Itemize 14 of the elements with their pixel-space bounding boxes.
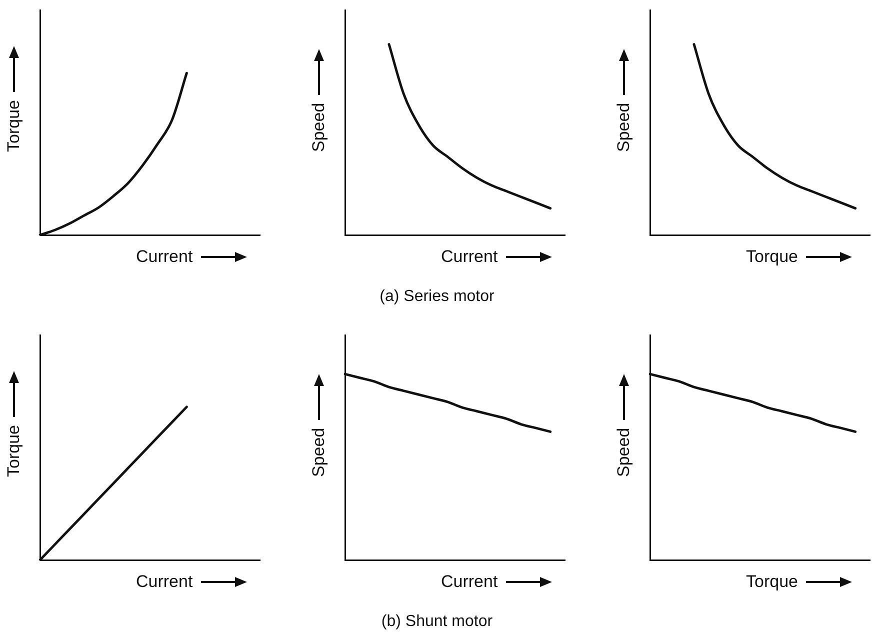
text: (b) Shunt motor [381, 613, 493, 631]
x-axis-title: Torque [746, 572, 798, 592]
y-axis-title: Torque [4, 100, 24, 152]
x-axis-title: Current [136, 572, 193, 592]
x-axis-title: Torque [746, 247, 798, 267]
y-axis-title: Speed [614, 102, 634, 152]
y-axis-title: Speed [309, 102, 329, 152]
y-axis-title: Speed [614, 428, 634, 477]
text: (a) Series motor [380, 288, 494, 306]
y-axis-title: Speed [309, 428, 329, 477]
x-axis-title: Current [441, 247, 498, 267]
y-axis-title: Torque [4, 425, 24, 477]
x-axis-title: Current [136, 247, 193, 267]
x-axis-title: Current [441, 572, 498, 592]
